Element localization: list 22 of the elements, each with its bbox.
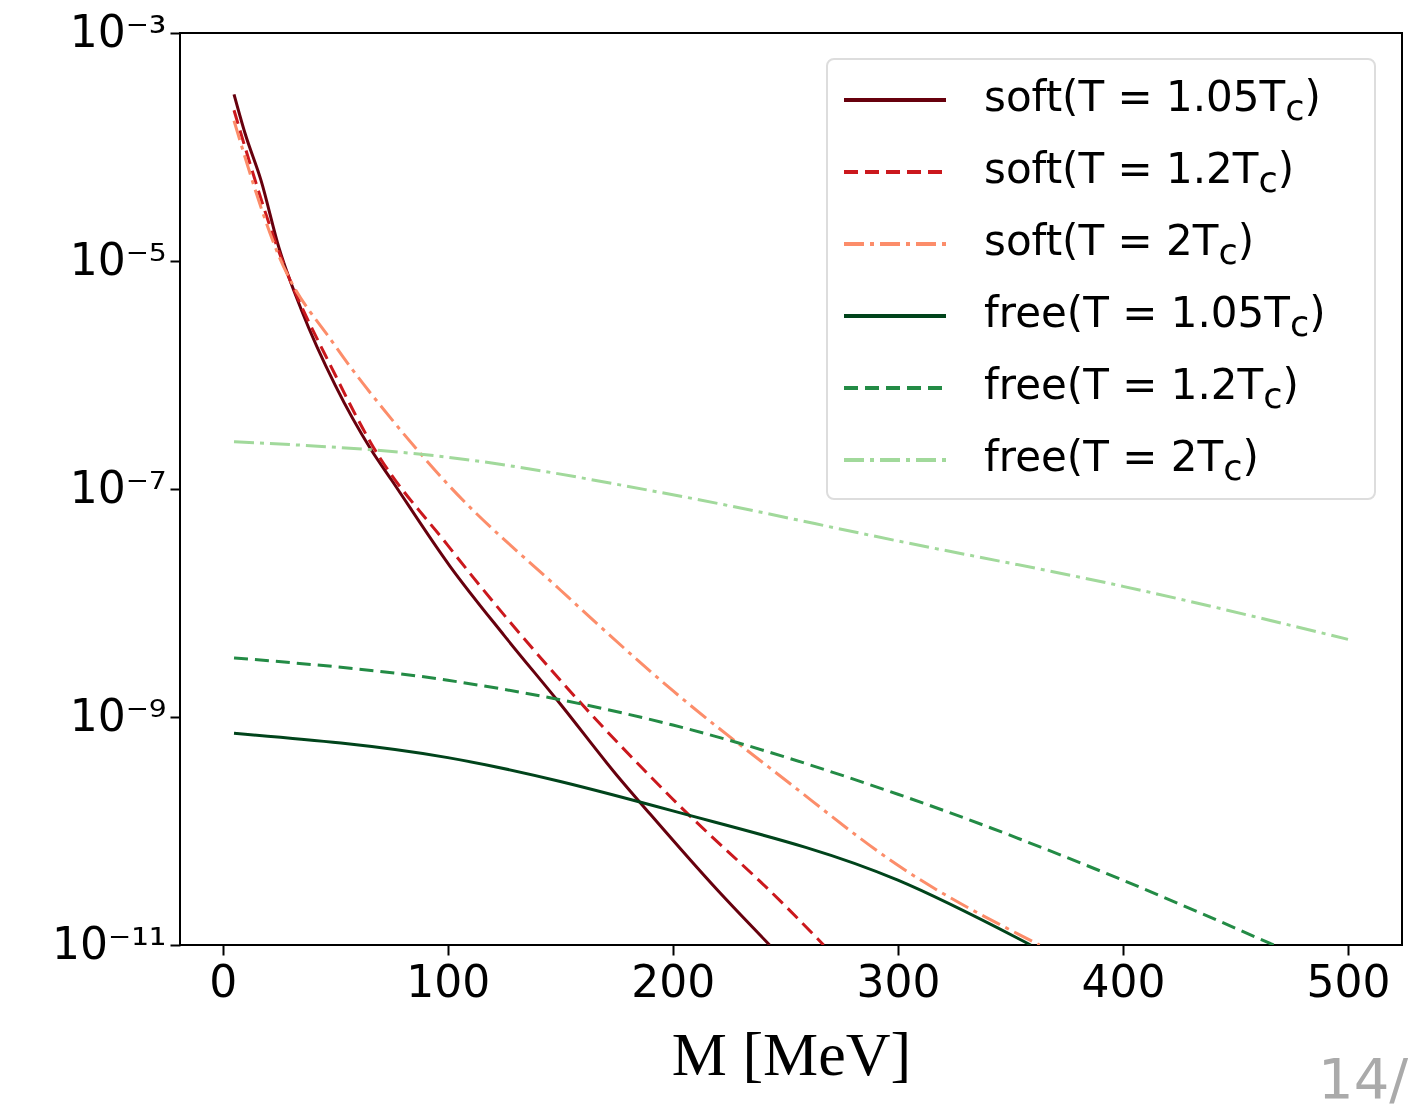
x-tick-label: 500 xyxy=(1306,955,1391,1007)
text: 14/ xyxy=(1318,1046,1408,1111)
x-axis-title: M [MeV] xyxy=(671,1019,912,1088)
legend-label: free(T = 2T$_{c}$) xyxy=(984,431,1259,489)
x-tick-label: 300 xyxy=(856,955,941,1007)
legend-label: free(T = 1.2T$_{c}$) xyxy=(984,359,1299,417)
x-tick-label: 400 xyxy=(1081,955,1166,1007)
x-tick-label: 200 xyxy=(631,955,716,1007)
x-tick-label: 0 xyxy=(209,955,238,1007)
line-series xyxy=(232,731,1033,945)
legend-label: free(T = 1.05T$_{c}$) xyxy=(984,287,1326,345)
legend-label: soft(T = 1.2T$_{c}$) xyxy=(984,143,1295,201)
line-series xyxy=(232,656,1276,945)
y-tick-label: 10⁻³ xyxy=(69,5,167,57)
y-tick-label: 10⁻⁷ xyxy=(69,461,167,513)
x-tick-label: 100 xyxy=(406,955,491,1007)
y-tick-label: 10⁻⁹ xyxy=(69,689,167,741)
legend-label: soft(T = 2T$_{c}$) xyxy=(984,215,1255,273)
legend-label: soft(T = 1.05T$_{c}$) xyxy=(984,71,1321,129)
y-tick-label: 10⁻¹¹ xyxy=(52,917,167,969)
y-tick-label: 10⁻⁵ xyxy=(69,233,167,285)
line-series xyxy=(232,440,1350,641)
